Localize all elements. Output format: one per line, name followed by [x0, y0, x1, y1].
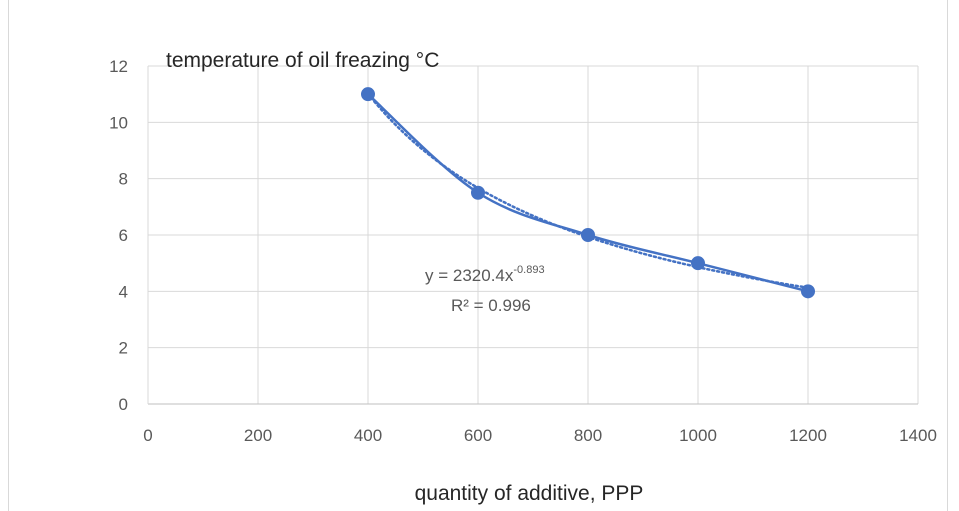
chart-frame	[8, 0, 948, 511]
data-points	[361, 87, 815, 299]
y-tick-label: 10	[109, 113, 128, 132]
x-tick-label: 1400	[899, 426, 937, 445]
x-tick-label: 200	[244, 426, 272, 445]
trendline-equation: y = 2320.4x-0.893	[425, 264, 545, 285]
data-point	[471, 185, 485, 200]
y-tick-label: 6	[119, 226, 128, 245]
x-tick-label: 1000	[679, 426, 717, 445]
x-tick-label: 0	[143, 426, 152, 445]
data-point	[801, 284, 815, 299]
gridlines	[148, 65, 919, 404]
x-tick-label: 800	[574, 426, 602, 445]
y-tick-label: 8	[119, 170, 128, 189]
x-axis-title: quantity of additive, PPP	[415, 482, 644, 505]
x-tick-label: 1200	[789, 426, 827, 445]
y-tick-label: 0	[119, 395, 128, 414]
axes	[147, 66, 918, 405]
data-point	[581, 228, 595, 242]
trendline-equation-main: y = 2320.4x	[425, 266, 514, 285]
x-tick-label: 600	[464, 426, 492, 445]
data-point	[691, 256, 705, 271]
trendline-r2: R² = 0.996	[451, 296, 531, 315]
y-tick-label: 2	[119, 339, 128, 358]
x-tick-label: 400	[354, 426, 382, 445]
chart-title: temperature of oil freazing °C	[166, 49, 439, 72]
trendline-equation-exponent: -0.893	[513, 264, 544, 276]
tick-labels: 0 200 400 600 800 1000 1200 1400 0 2 4 6 8 10 12	[109, 57, 937, 445]
data-point	[361, 87, 375, 102]
y-tick-label: 4	[119, 282, 128, 301]
y-tick-label: 12	[109, 57, 128, 76]
